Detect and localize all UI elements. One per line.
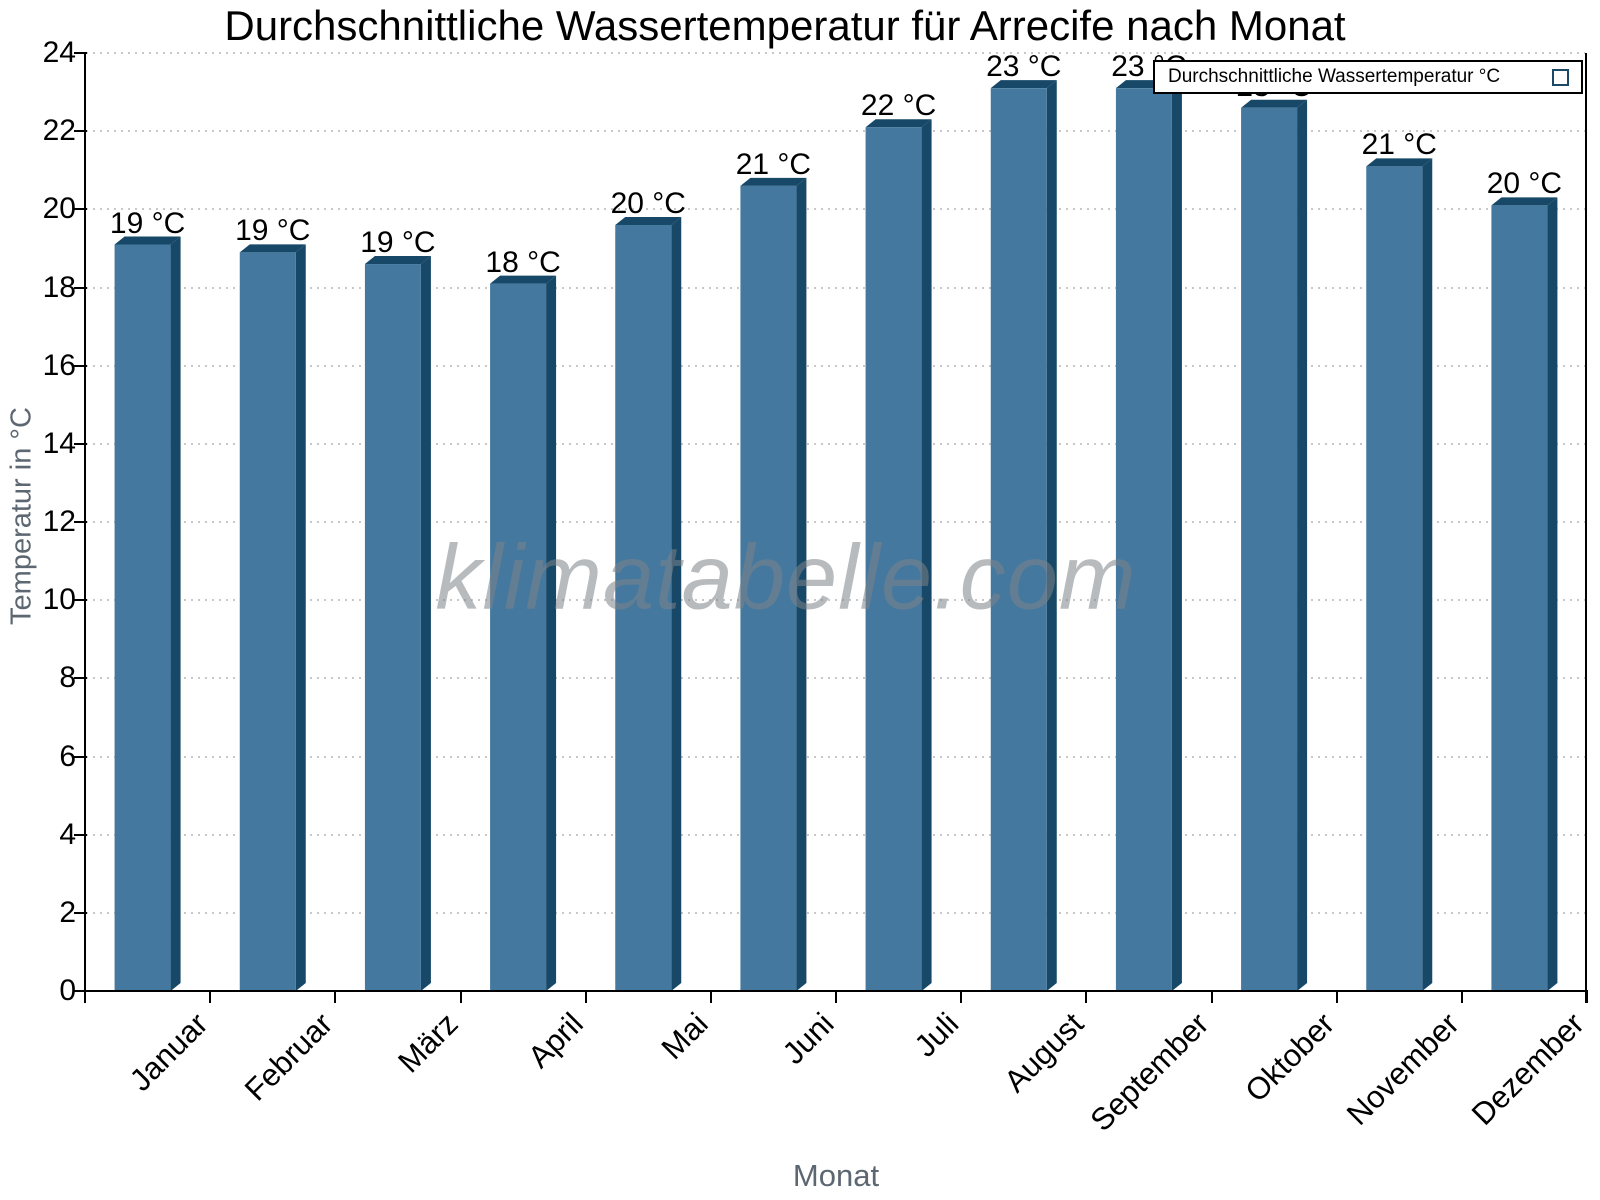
gridline-2 <box>86 911 1585 914</box>
bar-value-label-november: 21 °C <box>1361 128 1437 162</box>
x-tick-6 <box>835 991 837 1003</box>
x-tick-4 <box>584 991 587 1003</box>
y-tick-4 <box>74 833 87 836</box>
bar-dezember <box>1491 197 1558 992</box>
y-axis-line <box>84 53 86 991</box>
bar-februar <box>239 244 306 991</box>
y-tick-label-4: 4 <box>59 817 76 851</box>
gridline-14 <box>86 442 1585 445</box>
x-tick-5 <box>709 991 712 1003</box>
y-tick-24 <box>74 52 87 54</box>
x-axis-line <box>84 990 1588 992</box>
watermark: klimatabelle.com <box>435 526 1137 629</box>
gridline-4 <box>86 833 1585 836</box>
bar-august <box>990 80 1057 992</box>
gridline-18 <box>86 286 1585 289</box>
bar-value-label-mai: 20 °C <box>610 186 686 220</box>
y-tick-label-8: 8 <box>59 661 76 695</box>
x-tick-12 <box>1586 991 1588 1003</box>
y-tick-22 <box>74 130 87 133</box>
bar-april <box>490 275 557 991</box>
y-tick-0 <box>74 990 87 992</box>
y-tick-label-18: 18 <box>42 270 76 304</box>
y-tick-label-20: 20 <box>42 192 76 226</box>
bar-januar <box>114 236 181 992</box>
x-tick-1 <box>209 991 212 1003</box>
bar-juli <box>865 119 932 992</box>
bar-value-label-april: 18 °C <box>485 245 561 279</box>
bar-mai <box>615 216 682 991</box>
x-tick-3 <box>459 991 462 1003</box>
gridline-20 <box>86 208 1585 211</box>
y-tick-label-22: 22 <box>42 114 76 148</box>
bar-oktober <box>1241 99 1308 991</box>
x-tick-11 <box>1460 991 1463 1003</box>
gridline-24 <box>86 52 1585 54</box>
bar-value-label-juli: 22 °C <box>860 89 937 123</box>
y-tick-12 <box>74 521 87 523</box>
y-tick-6 <box>74 755 87 758</box>
y-tick-8 <box>74 677 87 680</box>
y-tick-label-0: 0 <box>59 974 76 1007</box>
y-tick-label-16: 16 <box>42 348 76 382</box>
bar-value-label-maerz: 19 °C <box>360 226 436 260</box>
x-tick-8 <box>1085 991 1088 1003</box>
y-tick-label-10: 10 <box>42 583 76 617</box>
y-tick-label-24: 24 <box>42 36 76 69</box>
gridline-6 <box>86 755 1585 758</box>
bar-value-label-dezember: 20 °C <box>1486 167 1563 201</box>
y-tick-18 <box>74 286 87 289</box>
gridline-12 <box>86 521 1585 523</box>
gridline-8 <box>86 677 1585 680</box>
gridline-22 <box>86 130 1585 133</box>
chart-title: Durchschnittliche Wassertemperatur für A… <box>224 2 1346 49</box>
gridline-16 <box>86 364 1585 367</box>
y-tick-label-6: 6 <box>59 739 76 773</box>
bar-value-label-juni: 21 °C <box>735 147 812 181</box>
y-tick-10 <box>74 599 87 602</box>
legend-label: Durchschnittliche Wassertemperatur °C <box>1168 66 1501 87</box>
bar-value-label-januar: 19 °C <box>109 206 186 240</box>
x-tick-0 <box>84 991 86 1003</box>
y-tick-20 <box>74 208 87 211</box>
plot-right-border <box>1585 53 1587 1003</box>
x-tick-7 <box>960 991 963 1003</box>
bar-value-label-august: 23 °C <box>986 50 1062 84</box>
x-axis-title: Monat <box>792 1158 880 1193</box>
bar-juni <box>740 177 807 992</box>
y-tick-14 <box>74 442 87 445</box>
bar-maerz <box>364 256 431 991</box>
y-tick-label-12: 12 <box>42 505 76 538</box>
legend[interactable]: Durchschnittliche Wassertemperatur °C <box>1153 60 1583 94</box>
y-tick-16 <box>74 364 87 367</box>
bar-september <box>1115 80 1182 992</box>
bar-november <box>1366 158 1433 991</box>
gridline-10 <box>86 599 1585 602</box>
x-tick-9 <box>1210 991 1213 1003</box>
x-tick-2 <box>334 991 337 1003</box>
y-tick-2 <box>74 911 87 914</box>
bar-value-label-februar: 19 °C <box>235 214 311 248</box>
y-tick-label-14: 14 <box>42 426 76 460</box>
x-tick-10 <box>1335 991 1338 1003</box>
y-tick-label-2: 2 <box>59 895 76 929</box>
legend-series-swatch <box>1552 68 1569 86</box>
